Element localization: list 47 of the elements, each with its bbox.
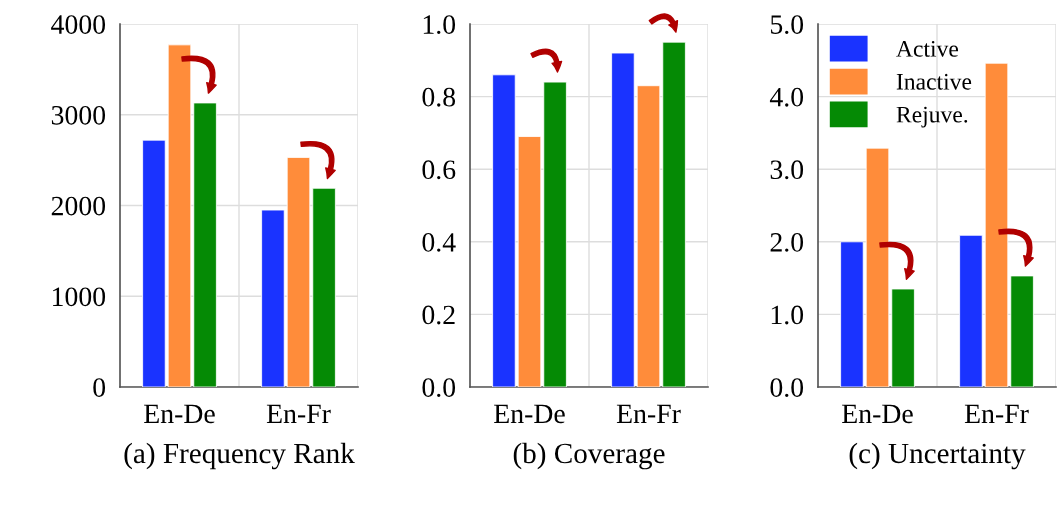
x-axis-title: (c) Uncertainty: [849, 442, 1026, 470]
bar: [891, 288, 915, 387]
x-tick-label: En-De: [494, 404, 565, 424]
y-tick-label: 4.0: [769, 87, 804, 107]
bar: [193, 102, 217, 387]
x-axis-title: (b) Coverage: [513, 442, 665, 470]
bar: [142, 139, 166, 387]
bar: [636, 85, 661, 387]
bar: [1010, 275, 1034, 387]
y-tick-label: 1.0: [423, 15, 456, 35]
y-tick-label: 1.0: [771, 305, 804, 325]
x-tick-label: En-Fr: [266, 404, 331, 423]
bar: [167, 44, 192, 387]
y-tick-label: 1000: [53, 287, 106, 307]
y-tick-label: 0.6: [422, 160, 456, 180]
bar: [261, 209, 285, 387]
y-tick-label: 2.0: [770, 232, 804, 252]
x-axis-title: (a) Frequency Rank: [124, 442, 355, 470]
legend-label: Rejuve.: [896, 106, 968, 128]
y-tick-label: 0.0: [422, 378, 456, 398]
x-tick-label: En-Fr: [616, 404, 681, 423]
y-tick-label: 3000: [51, 105, 106, 125]
y-tick-label: 5.0: [771, 15, 804, 35]
bar: [959, 234, 983, 387]
bar: [492, 74, 516, 387]
bar: [517, 136, 542, 387]
bar: [286, 156, 311, 387]
x-tick-label: En-De: [144, 404, 215, 424]
bar: [312, 187, 336, 387]
bar: [662, 41, 686, 387]
y-tick-label: 0: [93, 378, 106, 397]
bar: [840, 241, 864, 387]
bar: [984, 62, 1009, 387]
y-tick-label: 0.8: [422, 87, 456, 107]
legend-label: Inactive: [896, 73, 972, 90]
y-tick-label: 0.2: [422, 305, 455, 325]
y-tick-label: 0.4: [422, 232, 456, 252]
y-tick-label: 4000: [51, 15, 106, 34]
bar: [611, 52, 635, 387]
y-tick-label: 2000: [51, 196, 106, 216]
y-tick-label: 3.0: [770, 160, 804, 180]
bar: [543, 81, 567, 387]
x-tick-label: En-Fr: [964, 404, 1029, 423]
bar: [865, 147, 890, 387]
x-tick-label: En-De: [842, 404, 913, 424]
y-tick-label: 0.0: [770, 378, 804, 398]
legend-label: Active: [896, 40, 959, 57]
